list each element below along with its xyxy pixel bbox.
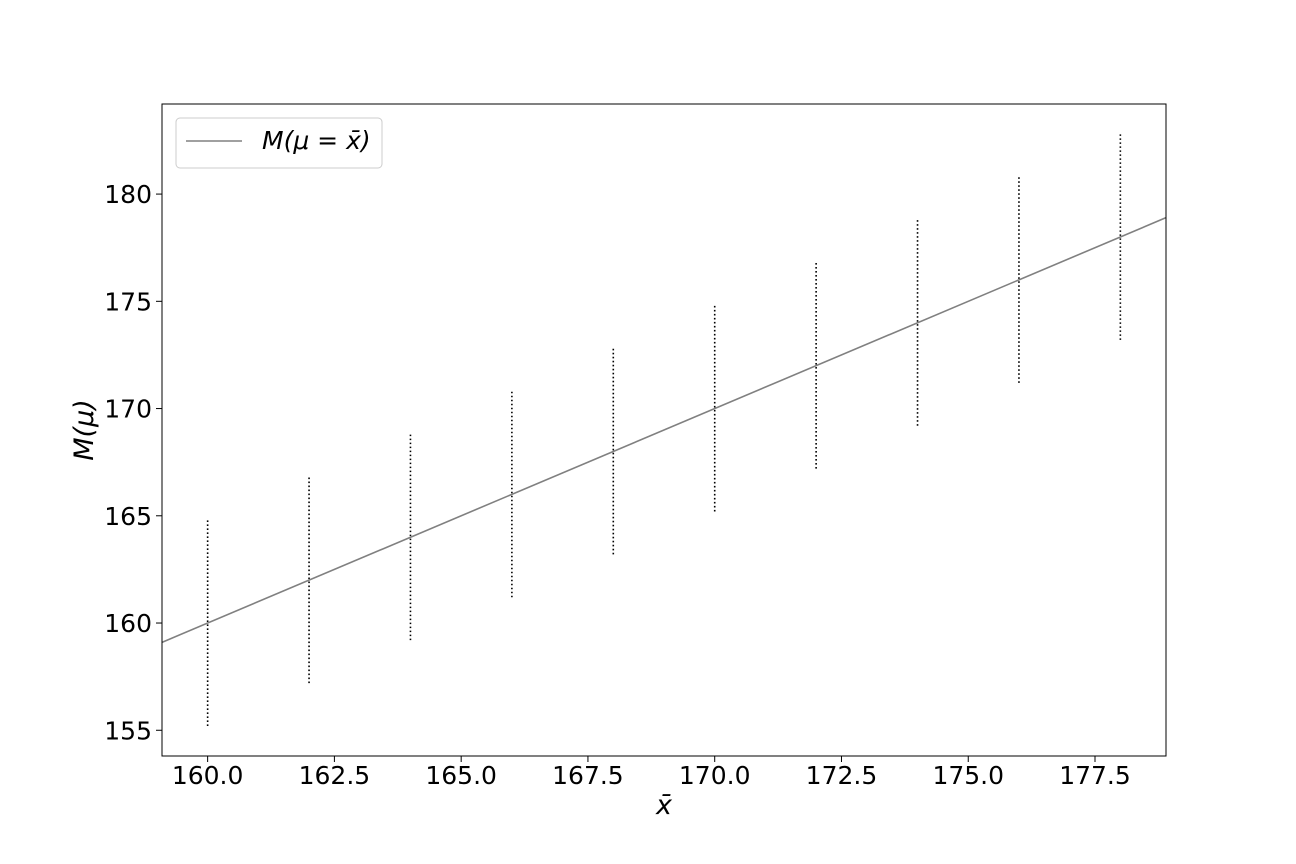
x-tick-label: 162.5 — [299, 761, 371, 790]
y-tick-label: 175 — [104, 287, 152, 316]
x-tick-label: 172.5 — [806, 761, 878, 790]
x-tick-label: 175.0 — [932, 761, 1004, 790]
x-tick-label: 160.0 — [172, 761, 244, 790]
plot-frame — [161, 103, 1167, 757]
legend-box — [175, 117, 383, 169]
legend: M(μ = x̄) — [175, 117, 383, 169]
x-tick-label: 177.5 — [1059, 761, 1131, 790]
plot-area — [162, 134, 1166, 726]
y-axis-label: M(μ) — [69, 399, 100, 461]
y-tick-label: 180 — [104, 180, 152, 209]
x-tick-label: 167.5 — [552, 761, 624, 790]
legend-label: M(μ = x̄) — [262, 126, 371, 155]
series-line — [162, 216, 1166, 644]
y-tick-label: 170 — [104, 395, 152, 424]
y-tick-label: 160 — [104, 609, 152, 638]
y-tick-label: 165 — [104, 502, 152, 531]
x-tick-label: 170.0 — [679, 761, 751, 790]
y-tick-label: 155 — [104, 716, 152, 745]
x-tick-label: 165.0 — [425, 761, 497, 790]
x-axis-label: x̄ — [655, 790, 673, 821]
